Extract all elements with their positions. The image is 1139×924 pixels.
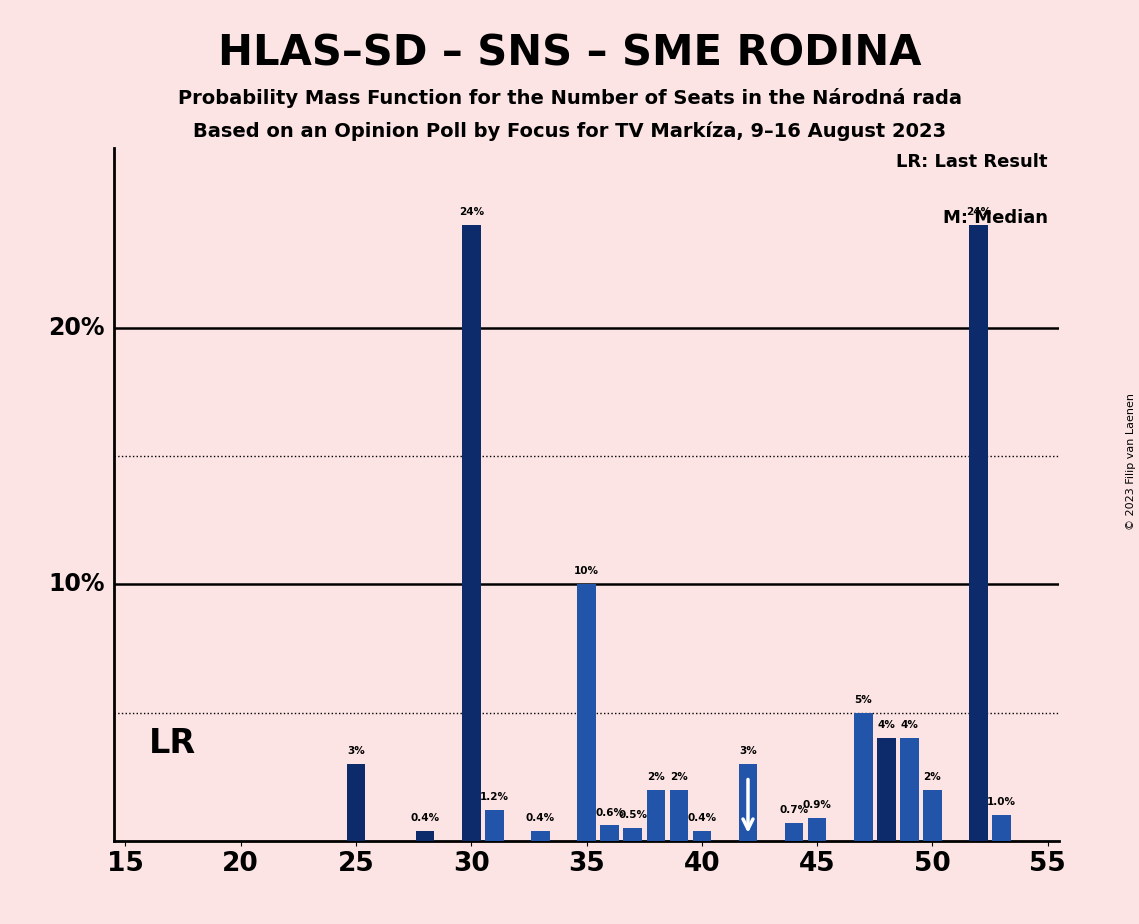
Text: 10%: 10% xyxy=(574,566,599,577)
Bar xyxy=(462,225,481,841)
Text: 5%: 5% xyxy=(854,695,872,705)
Bar xyxy=(531,831,550,841)
Text: M: Median: M: Median xyxy=(943,210,1048,227)
Text: 3%: 3% xyxy=(739,747,756,756)
Bar xyxy=(600,825,618,841)
Text: 0.6%: 0.6% xyxy=(596,808,624,818)
Bar xyxy=(854,712,872,841)
Text: 1.2%: 1.2% xyxy=(480,793,509,802)
Bar xyxy=(485,810,503,841)
Bar xyxy=(808,818,827,841)
Bar xyxy=(877,738,895,841)
Bar xyxy=(346,764,366,841)
Bar xyxy=(900,738,919,841)
Text: 20%: 20% xyxy=(48,315,105,339)
Text: © 2023 Filip van Laenen: © 2023 Filip van Laenen xyxy=(1125,394,1136,530)
Bar xyxy=(969,225,988,841)
Bar xyxy=(992,815,1010,841)
Bar xyxy=(924,789,942,841)
Bar xyxy=(785,823,803,841)
Text: 4%: 4% xyxy=(877,721,895,731)
Bar xyxy=(647,789,665,841)
Text: 1.0%: 1.0% xyxy=(988,797,1016,808)
Text: 0.9%: 0.9% xyxy=(803,800,831,810)
Text: LR: Last Result: LR: Last Result xyxy=(896,153,1048,171)
Bar xyxy=(416,831,434,841)
Bar xyxy=(577,584,596,841)
Text: Based on an Opinion Poll by Focus for TV Markíza, 9–16 August 2023: Based on an Opinion Poll by Focus for TV… xyxy=(192,122,947,141)
Text: 24%: 24% xyxy=(966,207,991,217)
Text: 3%: 3% xyxy=(347,747,364,756)
Text: 2%: 2% xyxy=(670,772,688,782)
Text: Probability Mass Function for the Number of Seats in the Národná rada: Probability Mass Function for the Number… xyxy=(178,88,961,108)
Bar xyxy=(693,831,711,841)
Text: 0.4%: 0.4% xyxy=(526,813,555,823)
Text: 0.4%: 0.4% xyxy=(411,813,440,823)
Text: 24%: 24% xyxy=(459,207,484,217)
Bar xyxy=(670,789,688,841)
Text: 2%: 2% xyxy=(647,772,665,782)
Text: 0.4%: 0.4% xyxy=(687,813,716,823)
Text: 0.5%: 0.5% xyxy=(618,810,647,821)
Text: 0.7%: 0.7% xyxy=(779,805,809,815)
Text: 4%: 4% xyxy=(901,721,918,731)
Bar xyxy=(739,764,757,841)
Text: 2%: 2% xyxy=(924,772,941,782)
Bar xyxy=(623,828,642,841)
Text: LR: LR xyxy=(148,727,196,760)
Text: HLAS–SD – SNS – SME RODINA: HLAS–SD – SNS – SME RODINA xyxy=(218,32,921,74)
Text: 10%: 10% xyxy=(48,572,105,596)
